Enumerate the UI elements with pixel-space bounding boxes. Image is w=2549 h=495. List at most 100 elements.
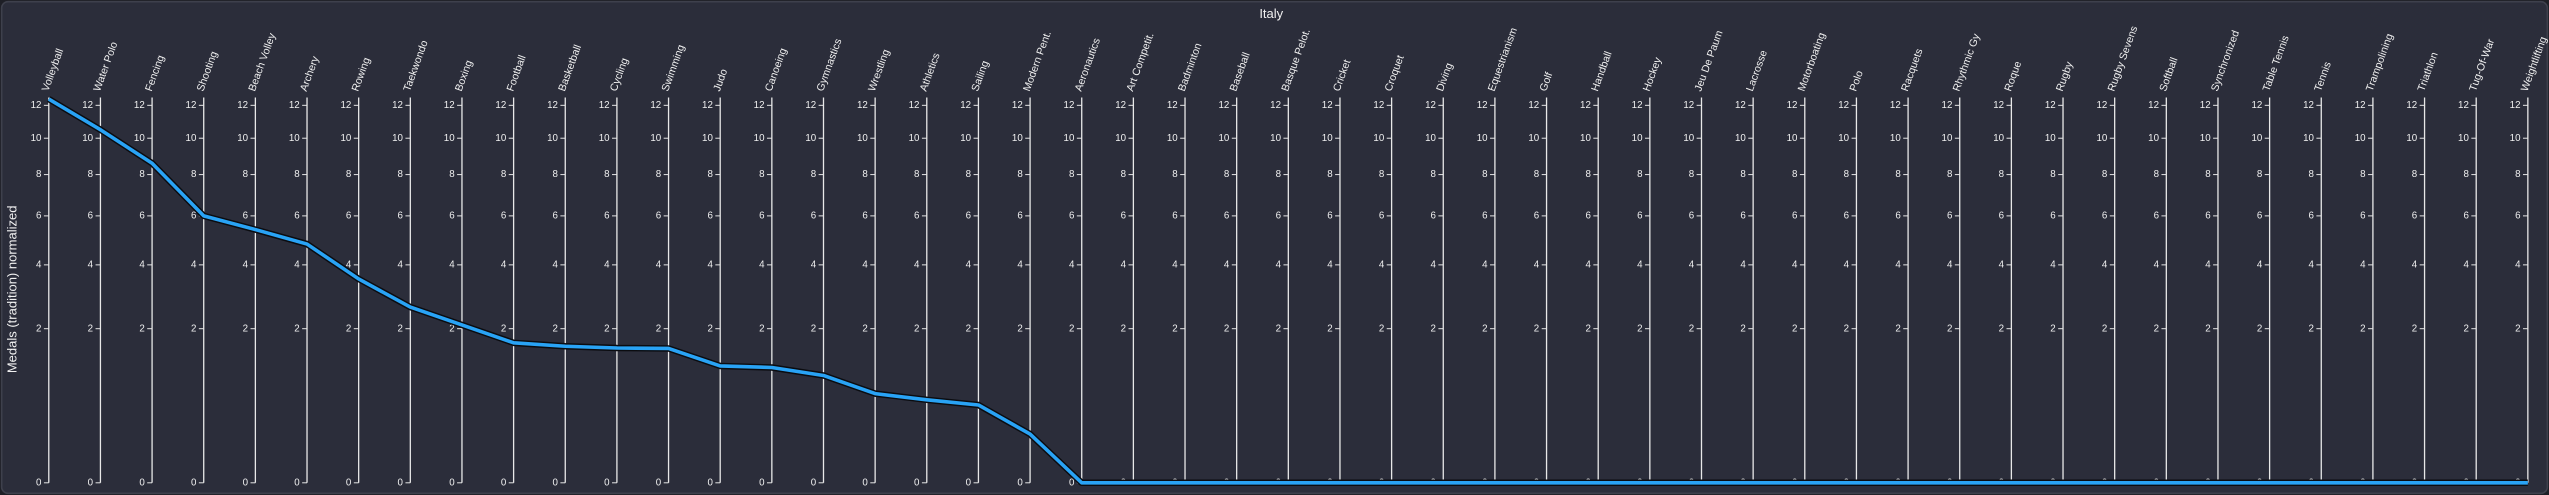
y-tick-label: 10 xyxy=(1528,133,1539,144)
y-tick-label: 0 xyxy=(707,477,713,488)
y-tick-label: 6 xyxy=(2102,210,2107,221)
y-tick-label: 12 xyxy=(237,100,248,111)
y-tick-label: 4 xyxy=(1999,259,2005,270)
y-tick-label: 2 xyxy=(1327,323,1332,334)
y-tick-label: 2 xyxy=(759,323,764,334)
y-tick-label: 6 xyxy=(1017,210,1022,221)
y-tick-label: 8 xyxy=(2050,169,2055,180)
y-tick-label: 2 xyxy=(1999,323,2004,334)
y-tick-label: 10 xyxy=(805,133,816,144)
y-tick-label: 8 xyxy=(2257,169,2262,180)
y-tick-label: 12 xyxy=(2148,100,2159,111)
y-tick-label: 10 xyxy=(1012,133,1023,144)
y-tick-label: 2 xyxy=(2102,323,2107,334)
y-tick-label: 12 xyxy=(1787,100,1798,111)
y-tick-label: 8 xyxy=(1224,169,1229,180)
y-tick-label: 10 xyxy=(186,133,197,144)
y-tick-label: 6 xyxy=(2515,210,2520,221)
y-tick-label: 8 xyxy=(398,169,403,180)
y-tick-label: 8 xyxy=(1689,169,1694,180)
y-tick-label: 12 xyxy=(1012,100,1023,111)
y-tick-label: 2 xyxy=(1689,323,1694,334)
y-tick-label: 10 xyxy=(340,133,351,144)
y-tick-label: 10 xyxy=(2045,133,2056,144)
y-tick-label: 4 xyxy=(862,259,868,270)
y-tick-label: 12 xyxy=(1735,100,1746,111)
y-tick-label: 10 xyxy=(960,133,971,144)
y-tick-label: 10 xyxy=(31,133,42,144)
y-tick-label: 10 xyxy=(392,133,403,144)
y-tick-label: 2 xyxy=(1276,323,1281,334)
y-tick-label: 2 xyxy=(36,323,41,334)
y-tick-label: 12 xyxy=(547,100,558,111)
y-tick-label: 2 xyxy=(1224,323,1229,334)
y-tick-label: 0 xyxy=(656,477,662,488)
y-tick-label: 6 xyxy=(1431,210,1436,221)
y-tick-label: 8 xyxy=(2102,169,2107,180)
y-tick-label: 10 xyxy=(2458,133,2469,144)
y-tick-label: 10 xyxy=(2096,133,2107,144)
y-tick-label: 4 xyxy=(811,259,817,270)
y-tick-label: 10 xyxy=(909,133,920,144)
y-tick-label: 2 xyxy=(346,323,351,334)
y-tick-label: 6 xyxy=(1844,210,1849,221)
y-tick-label: 6 xyxy=(449,210,454,221)
y-tick-label: 6 xyxy=(191,210,196,221)
y-tick-label: 0 xyxy=(449,477,455,488)
y-tick-label: 8 xyxy=(1172,169,1177,180)
y-tick-label: 2 xyxy=(88,323,93,334)
y-tick-label: 4 xyxy=(759,259,765,270)
y-tick-label: 12 xyxy=(1528,100,1539,111)
y-tick-label: 12 xyxy=(1838,100,1849,111)
y-tick-label: 0 xyxy=(398,477,404,488)
y-tick-label: 12 xyxy=(857,100,868,111)
y-tick-label: 2 xyxy=(1017,323,1022,334)
y-tick-label: 8 xyxy=(1431,169,1436,180)
y-tick-label: 2 xyxy=(811,323,816,334)
y-tick-label: 4 xyxy=(1947,259,1953,270)
y-tick-label: 2 xyxy=(1895,323,1900,334)
y-tick-label: 12 xyxy=(1167,100,1178,111)
y-tick-label: 10 xyxy=(82,133,93,144)
y-tick-label: 10 xyxy=(702,133,713,144)
y-tick-label: 4 xyxy=(1172,259,1178,270)
y-tick-label: 6 xyxy=(604,210,609,221)
y-tick-label: 0 xyxy=(346,477,352,488)
y-tick-label: 12 xyxy=(1580,100,1591,111)
y-tick-label: 4 xyxy=(294,259,300,270)
y-tick-label: 2 xyxy=(139,323,144,334)
y-tick-label: 6 xyxy=(966,210,971,221)
y-tick-label: 12 xyxy=(1218,100,1229,111)
y-tick-label: 12 xyxy=(1683,100,1694,111)
y-tick-label: 2 xyxy=(914,323,919,334)
y-tick-label: 6 xyxy=(36,210,41,221)
y-tick-label: 4 xyxy=(191,259,197,270)
y-tick-label: 10 xyxy=(2355,133,2366,144)
y-tick-label: 6 xyxy=(1482,210,1487,221)
y-tick-label: 6 xyxy=(1276,210,1281,221)
y-tick-label: 2 xyxy=(2050,323,2055,334)
y-tick-label: 8 xyxy=(1482,169,1487,180)
y-tick-label: 12 xyxy=(702,100,713,111)
y-tick-label: 6 xyxy=(1379,210,1384,221)
y-tick-label: 8 xyxy=(1844,169,1849,180)
y-tick-label: 6 xyxy=(139,210,144,221)
y-tick-label: 8 xyxy=(2463,169,2468,180)
y-tick-label: 10 xyxy=(444,133,455,144)
y-tick-label: 10 xyxy=(1890,133,1901,144)
y-tick-label: 6 xyxy=(1689,210,1694,221)
y-tick-label: 2 xyxy=(191,323,196,334)
y-tick-label: 10 xyxy=(1218,133,1229,144)
y-tick-label: 6 xyxy=(1637,210,1642,221)
y-tick-label: 2 xyxy=(966,323,971,334)
y-tick-label: 12 xyxy=(186,100,197,111)
y-tick-label: 2 xyxy=(707,323,712,334)
y-tick-label: 12 xyxy=(650,100,661,111)
y-tick-label: 6 xyxy=(2463,210,2468,221)
y-tick-label: 6 xyxy=(501,210,506,221)
y-tick-label: 12 xyxy=(599,100,610,111)
y-tick-label: 0 xyxy=(191,477,197,488)
y-tick-label: 8 xyxy=(966,169,971,180)
y-tick-label: 10 xyxy=(134,133,145,144)
y-tick-label: 4 xyxy=(707,259,713,270)
